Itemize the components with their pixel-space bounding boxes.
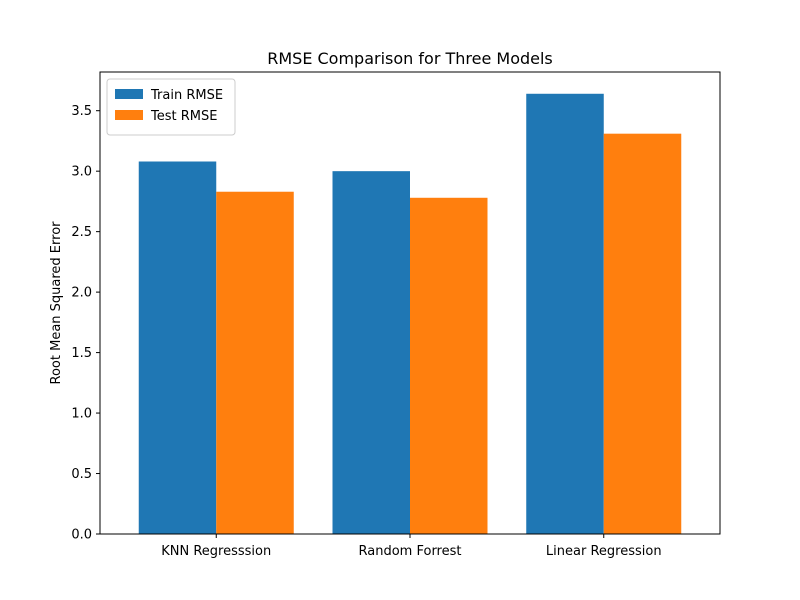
bar-train-rmse-0 (138, 161, 217, 534)
legend-label: Test RMSE (150, 109, 217, 124)
y-tick-label: 1.5 (71, 346, 92, 361)
legend-swatch (115, 89, 143, 99)
y-tick-label: 3.5 (71, 104, 92, 119)
y-tick-label: 0.0 (71, 528, 92, 543)
y-tick-label: 2.0 (71, 286, 92, 301)
bar-test-rmse-0 (216, 191, 294, 535)
y-tick-label: 3.0 (71, 165, 92, 180)
axes-layer: 0.0 0.5 1.0 1.5 2.0 2.5 3.0 3.5 KNN Regresssion R… (71, 71, 721, 559)
chart-title: RMSE Comparison for Three Models (267, 49, 553, 68)
x-tick-label: Random Forrest (359, 544, 462, 559)
legend-label: Train RMSE (150, 88, 223, 103)
legend-swatch (115, 110, 143, 120)
bar-test-rmse-1 (410, 197, 488, 534)
legend: Train RMSE Test RMSE (106, 78, 236, 136)
bar-train-rmse-2 (526, 93, 604, 535)
y-tick-label: 0.5 (71, 467, 92, 482)
bar-train-rmse-1 (332, 171, 410, 535)
bar-test-rmse-2 (603, 133, 682, 534)
x-tick-label: KNN Regresssion (161, 544, 271, 559)
y-tick-label: 2.5 (71, 225, 92, 240)
bars-layer (138, 93, 682, 535)
y-axis-label: Root Mean Squared Error (49, 221, 64, 385)
y-tick-label: 1.0 (71, 407, 92, 422)
x-tick-label: Linear Regression (546, 544, 662, 559)
